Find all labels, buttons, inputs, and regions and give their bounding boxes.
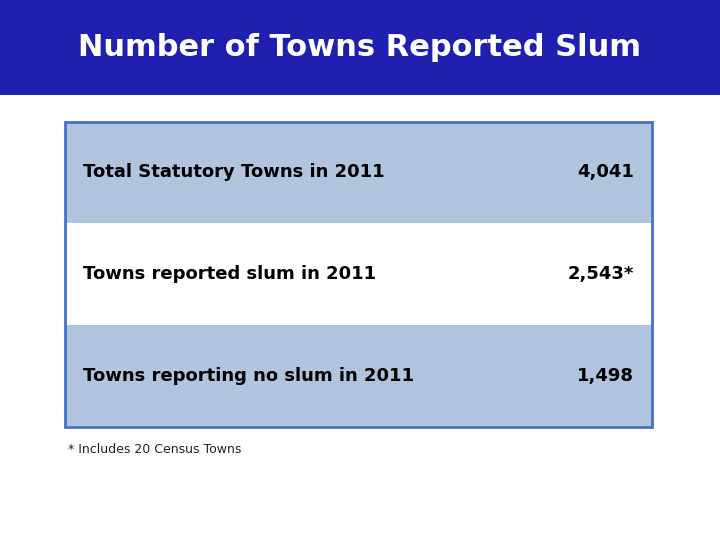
Text: 2,543*: 2,543* <box>567 265 634 283</box>
Text: 1,498: 1,498 <box>577 367 634 384</box>
Text: Number of Towns Reported Slum: Number of Towns Reported Slum <box>78 33 642 62</box>
Text: Towns reporting no slum in 2011: Towns reporting no slum in 2011 <box>83 367 414 384</box>
Text: Towns reported slum in 2011: Towns reported slum in 2011 <box>83 265 376 283</box>
Text: Total Statutory Towns in 2011: Total Statutory Towns in 2011 <box>83 163 384 181</box>
Text: * Includes 20 Census Towns: * Includes 20 Census Towns <box>68 443 242 456</box>
Text: 4,041: 4,041 <box>577 163 634 181</box>
